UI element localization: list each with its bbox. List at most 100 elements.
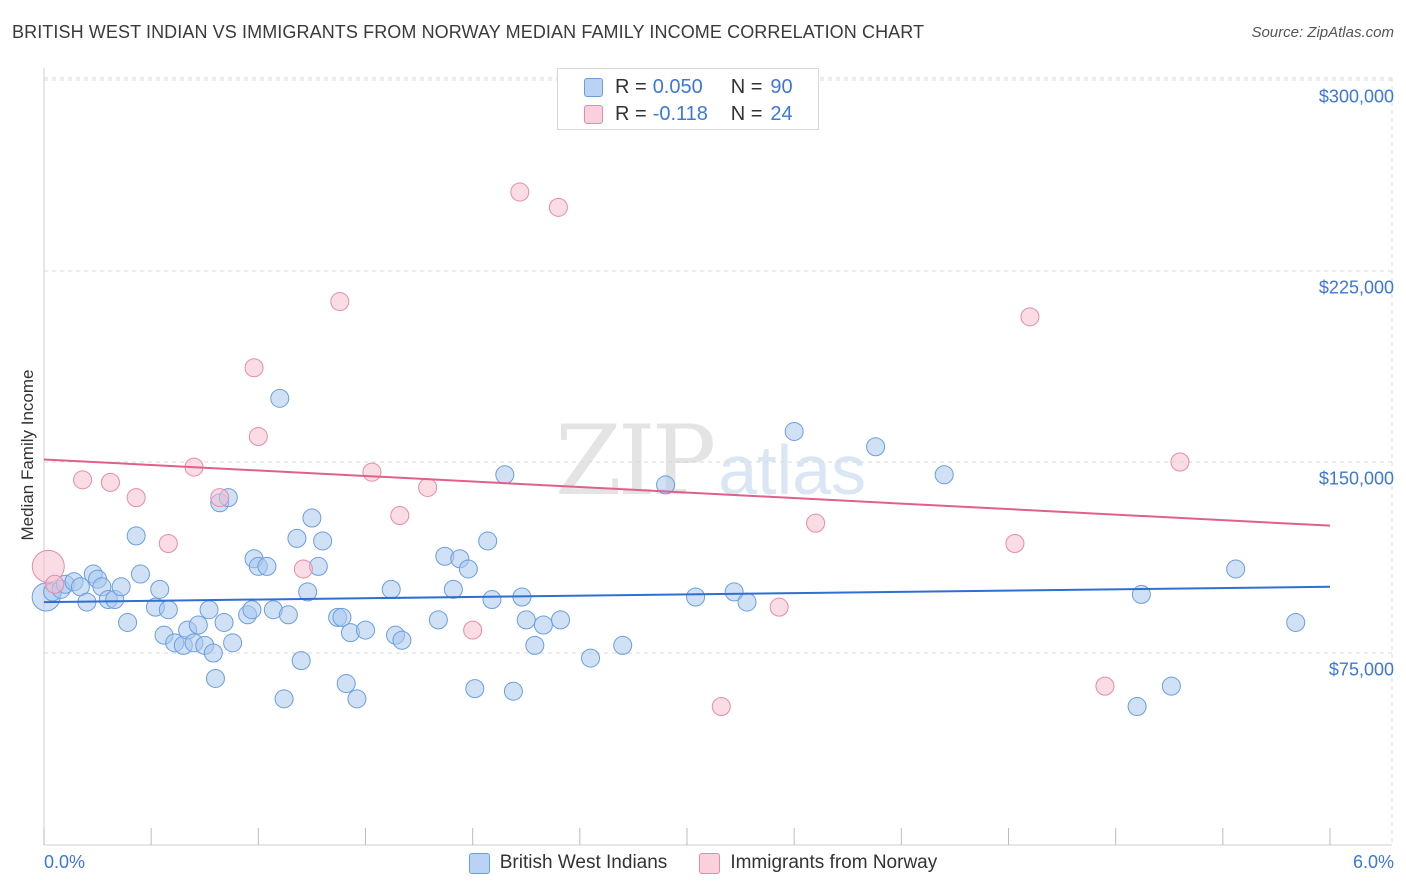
point-british-west-indians bbox=[613, 635, 633, 655]
legend-label: British West Indians bbox=[499, 852, 668, 873]
point-british-west-indians bbox=[1226, 559, 1246, 579]
y-tick-label: $300,000 bbox=[1318, 86, 1394, 107]
legend-item-british-west-indians[interactable]: British West Indians bbox=[468, 852, 668, 874]
point-british-west-indians bbox=[458, 559, 478, 579]
point-immigrants-from-norway bbox=[548, 197, 568, 217]
legend-item-immigrants-from-norway[interactable]: Immigrants from Norway bbox=[699, 852, 937, 874]
legend-swatch-blue bbox=[584, 77, 603, 97]
point-british-west-indians bbox=[203, 643, 223, 663]
point-immigrants-from-norway bbox=[158, 533, 178, 553]
point-british-west-indians bbox=[784, 421, 804, 441]
source-label: Source: ZipAtlas.com bbox=[1251, 24, 1394, 41]
point-british-west-indians bbox=[287, 528, 307, 548]
point-immigrants-from-norway bbox=[1170, 452, 1190, 472]
point-british-west-indians bbox=[150, 579, 170, 599]
legend-n-value: 24 bbox=[770, 102, 793, 125]
point-british-west-indians bbox=[257, 556, 277, 576]
point-british-west-indians bbox=[525, 635, 545, 655]
legend-swatch-blue bbox=[468, 852, 490, 874]
point-british-west-indians bbox=[686, 587, 706, 607]
point-british-west-indians bbox=[298, 582, 318, 602]
point-british-west-indians bbox=[130, 564, 150, 584]
series-legend: British West Indians Immigrants from Nor… bbox=[0, 852, 1406, 874]
point-british-west-indians bbox=[126, 526, 146, 546]
point-british-west-indians bbox=[278, 605, 298, 625]
point-british-west-indians bbox=[516, 610, 536, 630]
legend-row-blue: R = 0.050 N = 90 bbox=[584, 75, 793, 99]
point-british-west-indians bbox=[551, 610, 571, 630]
legend-r-key: R = bbox=[615, 75, 647, 98]
point-immigrants-from-norway bbox=[1020, 307, 1040, 327]
point-british-west-indians bbox=[866, 437, 886, 457]
point-british-west-indians bbox=[381, 579, 401, 599]
point-british-west-indians bbox=[465, 679, 485, 699]
legend-row-pink: R = -0.118 N = 24 bbox=[584, 102, 793, 126]
point-british-west-indians bbox=[223, 633, 243, 653]
point-british-west-indians bbox=[934, 465, 954, 485]
point-immigrants-from-norway bbox=[362, 462, 382, 482]
point-immigrants-from-norway bbox=[510, 182, 530, 202]
trendline-immigrants-from-norway bbox=[43, 458, 1331, 527]
point-british-west-indians bbox=[274, 689, 294, 709]
point-british-west-indians bbox=[291, 651, 311, 671]
point-british-west-indians bbox=[118, 612, 138, 632]
point-british-west-indians bbox=[188, 615, 208, 635]
point-immigrants-from-norway bbox=[293, 559, 313, 579]
legend-n-key: N = bbox=[730, 75, 763, 98]
point-immigrants-from-norway bbox=[244, 358, 264, 378]
trendline-british-west-indians bbox=[43, 585, 1331, 604]
point-british-west-indians bbox=[443, 579, 463, 599]
point-british-west-indians bbox=[302, 508, 322, 528]
watermark-zip: ZIP bbox=[555, 405, 716, 517]
point-british-west-indians bbox=[199, 600, 219, 620]
point-immigrants-from-norway bbox=[210, 488, 230, 508]
point-british-west-indians bbox=[1127, 696, 1147, 716]
point-british-west-indians bbox=[737, 592, 757, 612]
chart-title: BRITISH WEST INDIAN VS IMMIGRANTS FROM N… bbox=[12, 22, 925, 42]
point-british-west-indians bbox=[111, 577, 131, 597]
point-british-west-indians bbox=[482, 590, 502, 610]
point-immigrants-from-norway bbox=[1095, 676, 1115, 696]
legend-n-key: N = bbox=[730, 102, 763, 125]
watermark: ZIPatlas bbox=[555, 405, 866, 517]
legend-swatch-pink bbox=[699, 852, 721, 874]
point-immigrants-from-norway bbox=[463, 620, 483, 640]
point-immigrants-from-norway bbox=[711, 696, 731, 716]
stats-legend: R = 0.050 N = 90 R = -0.118 N = 24 bbox=[557, 68, 819, 130]
point-british-west-indians bbox=[270, 388, 290, 408]
point-immigrants-from-norway bbox=[45, 574, 65, 594]
legend-r-value: -0.118 bbox=[652, 102, 708, 125]
point-immigrants-from-norway bbox=[73, 470, 93, 490]
point-immigrants-from-norway bbox=[418, 477, 438, 497]
x-tick-label-min: 0.0% bbox=[44, 852, 86, 872]
legend-label: Immigrants from Norway bbox=[730, 852, 938, 873]
legend-n-value: 90 bbox=[770, 75, 793, 98]
point-british-west-indians bbox=[356, 620, 375, 640]
point-immigrants-from-norway bbox=[248, 427, 268, 447]
point-british-west-indians bbox=[581, 648, 601, 668]
legend-r-value: 0.050 bbox=[652, 75, 703, 98]
point-immigrants-from-norway bbox=[100, 472, 120, 492]
point-immigrants-from-norway bbox=[1005, 533, 1025, 553]
legend-r-key: R = bbox=[615, 102, 647, 125]
point-british-west-indians bbox=[158, 600, 178, 620]
y-tick-label: $225,000 bbox=[1318, 277, 1394, 298]
point-british-west-indians bbox=[1286, 612, 1306, 632]
point-british-west-indians bbox=[214, 612, 234, 632]
point-british-west-indians bbox=[1161, 676, 1181, 696]
point-british-west-indians bbox=[205, 668, 225, 688]
point-immigrants-from-norway bbox=[769, 597, 789, 617]
point-british-west-indians bbox=[478, 531, 498, 551]
legend-swatch-pink bbox=[584, 104, 603, 124]
point-british-west-indians bbox=[503, 681, 523, 701]
point-immigrants-from-norway bbox=[126, 488, 146, 508]
point-immigrants-from-norway bbox=[330, 292, 350, 312]
point-british-west-indians bbox=[724, 582, 744, 602]
x-tick-label-max: 6.0% bbox=[1352, 852, 1394, 872]
point-british-west-indians bbox=[533, 615, 553, 635]
point-british-west-indians bbox=[495, 465, 515, 485]
point-british-west-indians bbox=[242, 600, 262, 620]
point-immigrants-from-norway bbox=[390, 505, 410, 525]
y-tick-label: $75,000 bbox=[1328, 659, 1394, 680]
